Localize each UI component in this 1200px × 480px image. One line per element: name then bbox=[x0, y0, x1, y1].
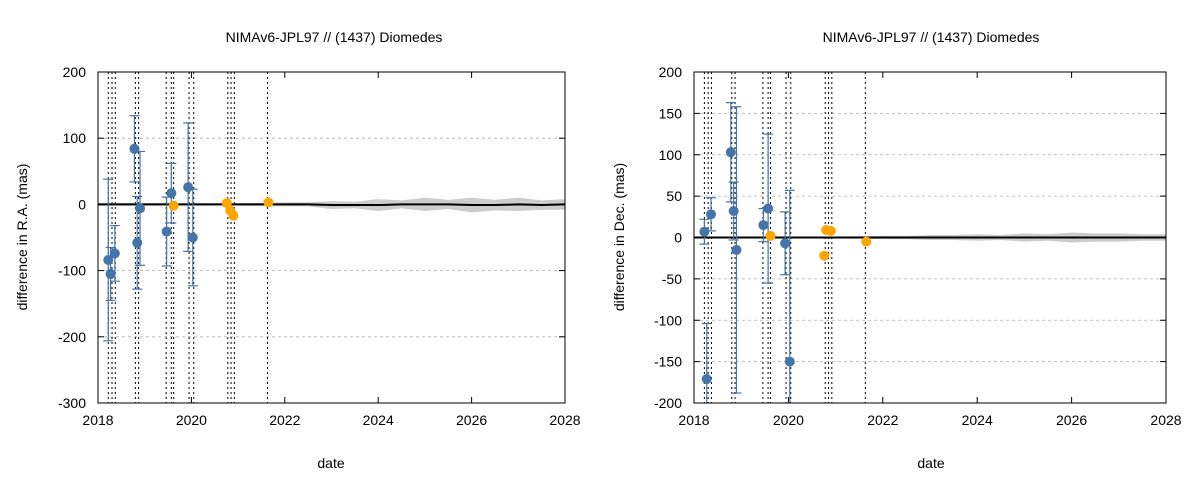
x-tick-label: 2018 bbox=[678, 412, 709, 428]
data-point bbox=[731, 244, 742, 255]
y-tick-label: -50 bbox=[662, 271, 682, 287]
data-point bbox=[705, 209, 716, 220]
data-point bbox=[183, 182, 194, 193]
data-point bbox=[166, 188, 177, 199]
y-tick-label: 100 bbox=[63, 130, 87, 146]
y-tick-label: 100 bbox=[659, 147, 683, 163]
x-tick-label: 2020 bbox=[176, 412, 207, 428]
difference-line bbox=[98, 203, 566, 207]
data-point bbox=[728, 206, 739, 217]
dec-chart-svg: NIMAv6-JPL97 // (1437) Diomedes date dif… bbox=[611, 29, 1182, 471]
data-point bbox=[109, 248, 120, 259]
x-tick-label: 2020 bbox=[773, 412, 804, 428]
data-point bbox=[168, 200, 179, 211]
y-tick-label: 150 bbox=[659, 105, 683, 121]
data-point bbox=[105, 268, 116, 279]
y-tick-label: 200 bbox=[659, 64, 683, 80]
data-point bbox=[758, 220, 769, 231]
ra-difference-chart: NIMAv6-JPL97 // (1437) Diomedes date dif… bbox=[14, 29, 581, 471]
data-point bbox=[765, 230, 776, 241]
x-tick-label: 2026 bbox=[456, 412, 487, 428]
y-tick-label: 0 bbox=[78, 196, 86, 212]
data-point bbox=[132, 237, 143, 248]
x-tick-label: 2028 bbox=[1150, 412, 1181, 428]
data-point bbox=[725, 147, 736, 158]
x-tick-label: 2024 bbox=[962, 412, 993, 428]
x-axis-label: date bbox=[317, 455, 344, 471]
y-tick-label: 50 bbox=[666, 188, 682, 204]
y-tick-label: -200 bbox=[58, 329, 86, 345]
data-point bbox=[129, 143, 140, 154]
dec-difference-chart: NIMAv6-JPL97 // (1437) Diomedes date dif… bbox=[600, 0, 1200, 480]
chart-title: NIMAv6-JPL97 // (1437) Diomedes bbox=[823, 29, 1040, 45]
data-point bbox=[861, 236, 872, 247]
x-axis-label: date bbox=[917, 455, 944, 471]
data-point bbox=[780, 238, 791, 249]
y-tick-label: -100 bbox=[654, 312, 682, 328]
data-point bbox=[161, 226, 172, 237]
ra-chart-svg: NIMAv6-JPL97 // (1437) Diomedes date dif… bbox=[14, 29, 581, 471]
data-point bbox=[784, 356, 795, 367]
plot-frame bbox=[97, 71, 566, 404]
data-point bbox=[701, 374, 712, 385]
data-point bbox=[699, 226, 710, 237]
data-point bbox=[228, 210, 239, 221]
data-point bbox=[763, 203, 774, 214]
data-point bbox=[263, 197, 274, 208]
y-axis-label: difference in Dec. (mas) bbox=[611, 163, 627, 311]
x-tick-label: 2022 bbox=[269, 412, 300, 428]
chart-title: NIMAv6-JPL97 // (1437) Diomedes bbox=[226, 29, 443, 45]
y-axis-label: difference in R.A. (mas) bbox=[14, 164, 30, 311]
y-tick-label: -300 bbox=[58, 395, 86, 411]
data-point bbox=[135, 203, 146, 214]
y-tick-label: -200 bbox=[654, 395, 682, 411]
y-tick-label: 200 bbox=[63, 64, 87, 80]
x-tick-label: 2018 bbox=[82, 412, 113, 428]
data-point bbox=[187, 232, 198, 243]
x-tick-label: 2022 bbox=[867, 412, 898, 428]
y-tick-label: -150 bbox=[654, 354, 682, 370]
y-tick-label: 0 bbox=[674, 230, 682, 246]
y-tick-label: -100 bbox=[58, 263, 86, 279]
data-point bbox=[819, 250, 830, 261]
data-point bbox=[825, 225, 836, 236]
x-tick-label: 2026 bbox=[1056, 412, 1087, 428]
x-tick-label: 2024 bbox=[363, 412, 394, 428]
x-tick-label: 2028 bbox=[549, 412, 580, 428]
